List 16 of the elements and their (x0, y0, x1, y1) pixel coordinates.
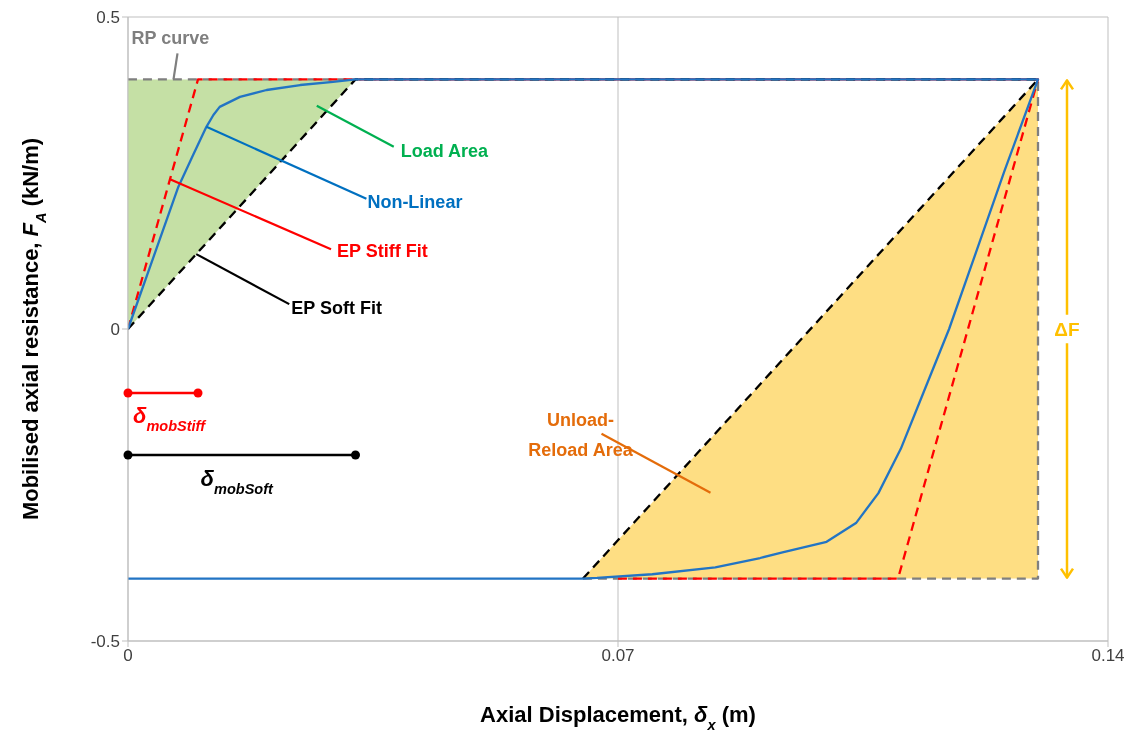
x-tick-label: 0.14 (1091, 646, 1125, 666)
x-tick-label: 0.07 (601, 646, 635, 666)
y-tick-label: 0 (110, 320, 120, 340)
x-axis-title: Axial Displacement, δ$_{x}$ (m) (480, 702, 756, 733)
text: EP Soft Fit (291, 298, 382, 319)
text: EP Stiff Fit (337, 241, 428, 262)
text: Non-Linear (367, 191, 463, 212)
y-tick-label: -0.5 (90, 632, 120, 652)
annotation: δ$_{mobSoft}$ (200, 466, 275, 497)
x-tick-label: 0 (123, 646, 133, 666)
y-tick-label: 0.5 (96, 8, 120, 28)
annotation: δ$_{mobStiff}$ (132, 403, 208, 434)
annotation: ΔF (1054, 318, 1080, 340)
series-label: RP curve (131, 28, 210, 49)
text: Load Area (400, 140, 490, 161)
text: Unload-Reload Area (528, 409, 634, 461)
